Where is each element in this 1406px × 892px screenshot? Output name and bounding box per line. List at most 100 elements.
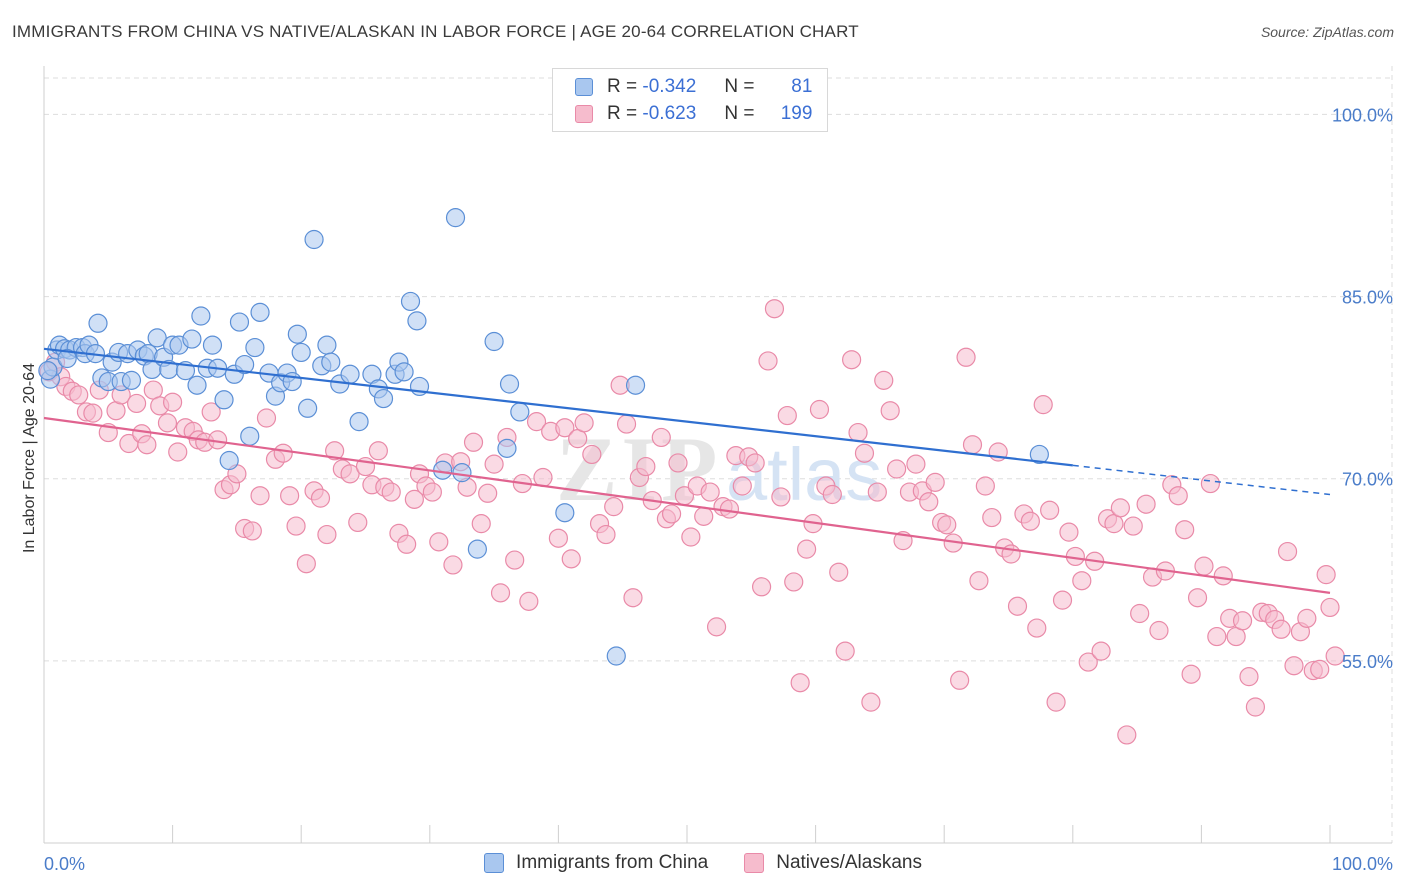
point-natives xyxy=(1168,486,1188,506)
point-china xyxy=(88,313,108,333)
legend-row-natives: R = -0.623 N = 199 xyxy=(575,100,812,128)
legend-r-label: R = xyxy=(607,76,638,97)
point-china xyxy=(229,312,250,332)
point-natives xyxy=(975,476,995,496)
point-natives xyxy=(822,484,842,505)
point-natives xyxy=(809,399,830,420)
legend-n-label: N = xyxy=(724,103,755,124)
point-china xyxy=(433,460,453,480)
point-natives xyxy=(962,435,983,455)
legend-n-value: 199 xyxy=(780,103,813,124)
point-china xyxy=(625,375,646,395)
point-natives xyxy=(969,571,989,591)
point-natives xyxy=(505,550,525,570)
point-natives xyxy=(310,488,331,508)
point-natives xyxy=(1136,494,1156,514)
point-natives xyxy=(1271,619,1291,639)
point-natives xyxy=(874,370,894,390)
series-legend: Immigrants from China Natives/Alaskans xyxy=(0,852,1406,874)
point-natives xyxy=(280,486,300,506)
point-china xyxy=(394,362,414,382)
point-natives xyxy=(548,528,569,548)
watermark-atlas: atlas xyxy=(726,433,882,516)
point-china xyxy=(400,291,421,312)
point-china xyxy=(499,374,520,394)
point-natives xyxy=(937,515,957,535)
point-natives xyxy=(771,487,791,507)
point-natives xyxy=(422,482,442,502)
point-natives xyxy=(919,492,939,512)
point-natives xyxy=(623,588,643,608)
point-natives xyxy=(1232,611,1253,631)
point-natives xyxy=(1310,659,1330,679)
point-natives xyxy=(83,403,103,423)
point-natives xyxy=(950,670,970,690)
legend-item-natives[interactable]: Natives/Alaskans xyxy=(744,852,922,874)
point-china xyxy=(317,335,337,355)
legend-item-china[interactable]: Immigrants from China xyxy=(484,852,708,874)
point-natives xyxy=(616,414,637,434)
legend-n-label: N = xyxy=(724,76,755,97)
point-natives xyxy=(368,441,388,461)
point-natives xyxy=(526,412,547,432)
legend-swatch-natives xyxy=(744,853,765,873)
point-natives xyxy=(381,482,401,502)
trend-line-china xyxy=(43,347,1073,467)
point-natives xyxy=(764,299,785,319)
point-china xyxy=(510,402,530,422)
point-china xyxy=(606,646,626,666)
stats-legend: R = -0.342 N = 81 R = -0.623 N = 199 xyxy=(552,68,828,132)
y-tick-label: 70.0% xyxy=(1342,470,1393,490)
point-natives xyxy=(404,489,424,509)
point-natives xyxy=(906,454,926,474)
point-natives xyxy=(867,482,887,502)
point-china xyxy=(147,328,167,348)
point-natives xyxy=(242,521,262,541)
point-natives xyxy=(286,516,306,536)
point-natives xyxy=(1239,667,1259,687)
point-natives xyxy=(157,413,178,433)
legend-label-natives: Natives/Alaskans xyxy=(776,852,922,873)
point-china xyxy=(467,539,487,559)
point-natives xyxy=(636,456,656,477)
point-natives xyxy=(1052,590,1073,610)
series-natives-alaskans xyxy=(39,299,1345,745)
point-china xyxy=(121,370,142,390)
point-natives xyxy=(69,385,89,405)
point-natives xyxy=(1325,646,1345,666)
point-natives xyxy=(848,422,868,443)
point-natives xyxy=(604,497,624,517)
point-natives xyxy=(1007,596,1028,616)
point-natives xyxy=(519,591,539,611)
trend-line-natives xyxy=(43,416,1331,594)
x-tick-label: 100.0% xyxy=(1332,854,1393,874)
point-natives xyxy=(700,482,720,502)
point-china xyxy=(321,352,341,372)
point-china xyxy=(287,324,307,344)
y-tick-label: 100.0% xyxy=(1332,105,1393,125)
point-natives xyxy=(490,583,511,603)
point-natives xyxy=(1316,565,1336,585)
point-natives xyxy=(732,476,752,496)
point-china xyxy=(445,208,466,228)
point-natives xyxy=(790,673,810,693)
point-natives xyxy=(829,562,849,582)
point-natives xyxy=(694,506,714,526)
point-natives xyxy=(758,351,778,371)
point-natives xyxy=(596,524,616,545)
point-natives xyxy=(751,577,772,597)
point-china xyxy=(373,388,394,409)
point-china xyxy=(191,306,211,326)
point-natives xyxy=(561,549,581,569)
point-china xyxy=(219,450,239,471)
point-natives xyxy=(777,405,797,426)
y-tick-label: 85.0% xyxy=(1342,288,1393,308)
point-natives xyxy=(982,507,1002,528)
x-tick-label: 0.0% xyxy=(44,854,85,874)
point-natives xyxy=(463,432,484,452)
point-natives xyxy=(1187,588,1208,608)
point-natives xyxy=(1123,516,1143,536)
point-china xyxy=(214,390,234,410)
point-china xyxy=(245,337,265,358)
